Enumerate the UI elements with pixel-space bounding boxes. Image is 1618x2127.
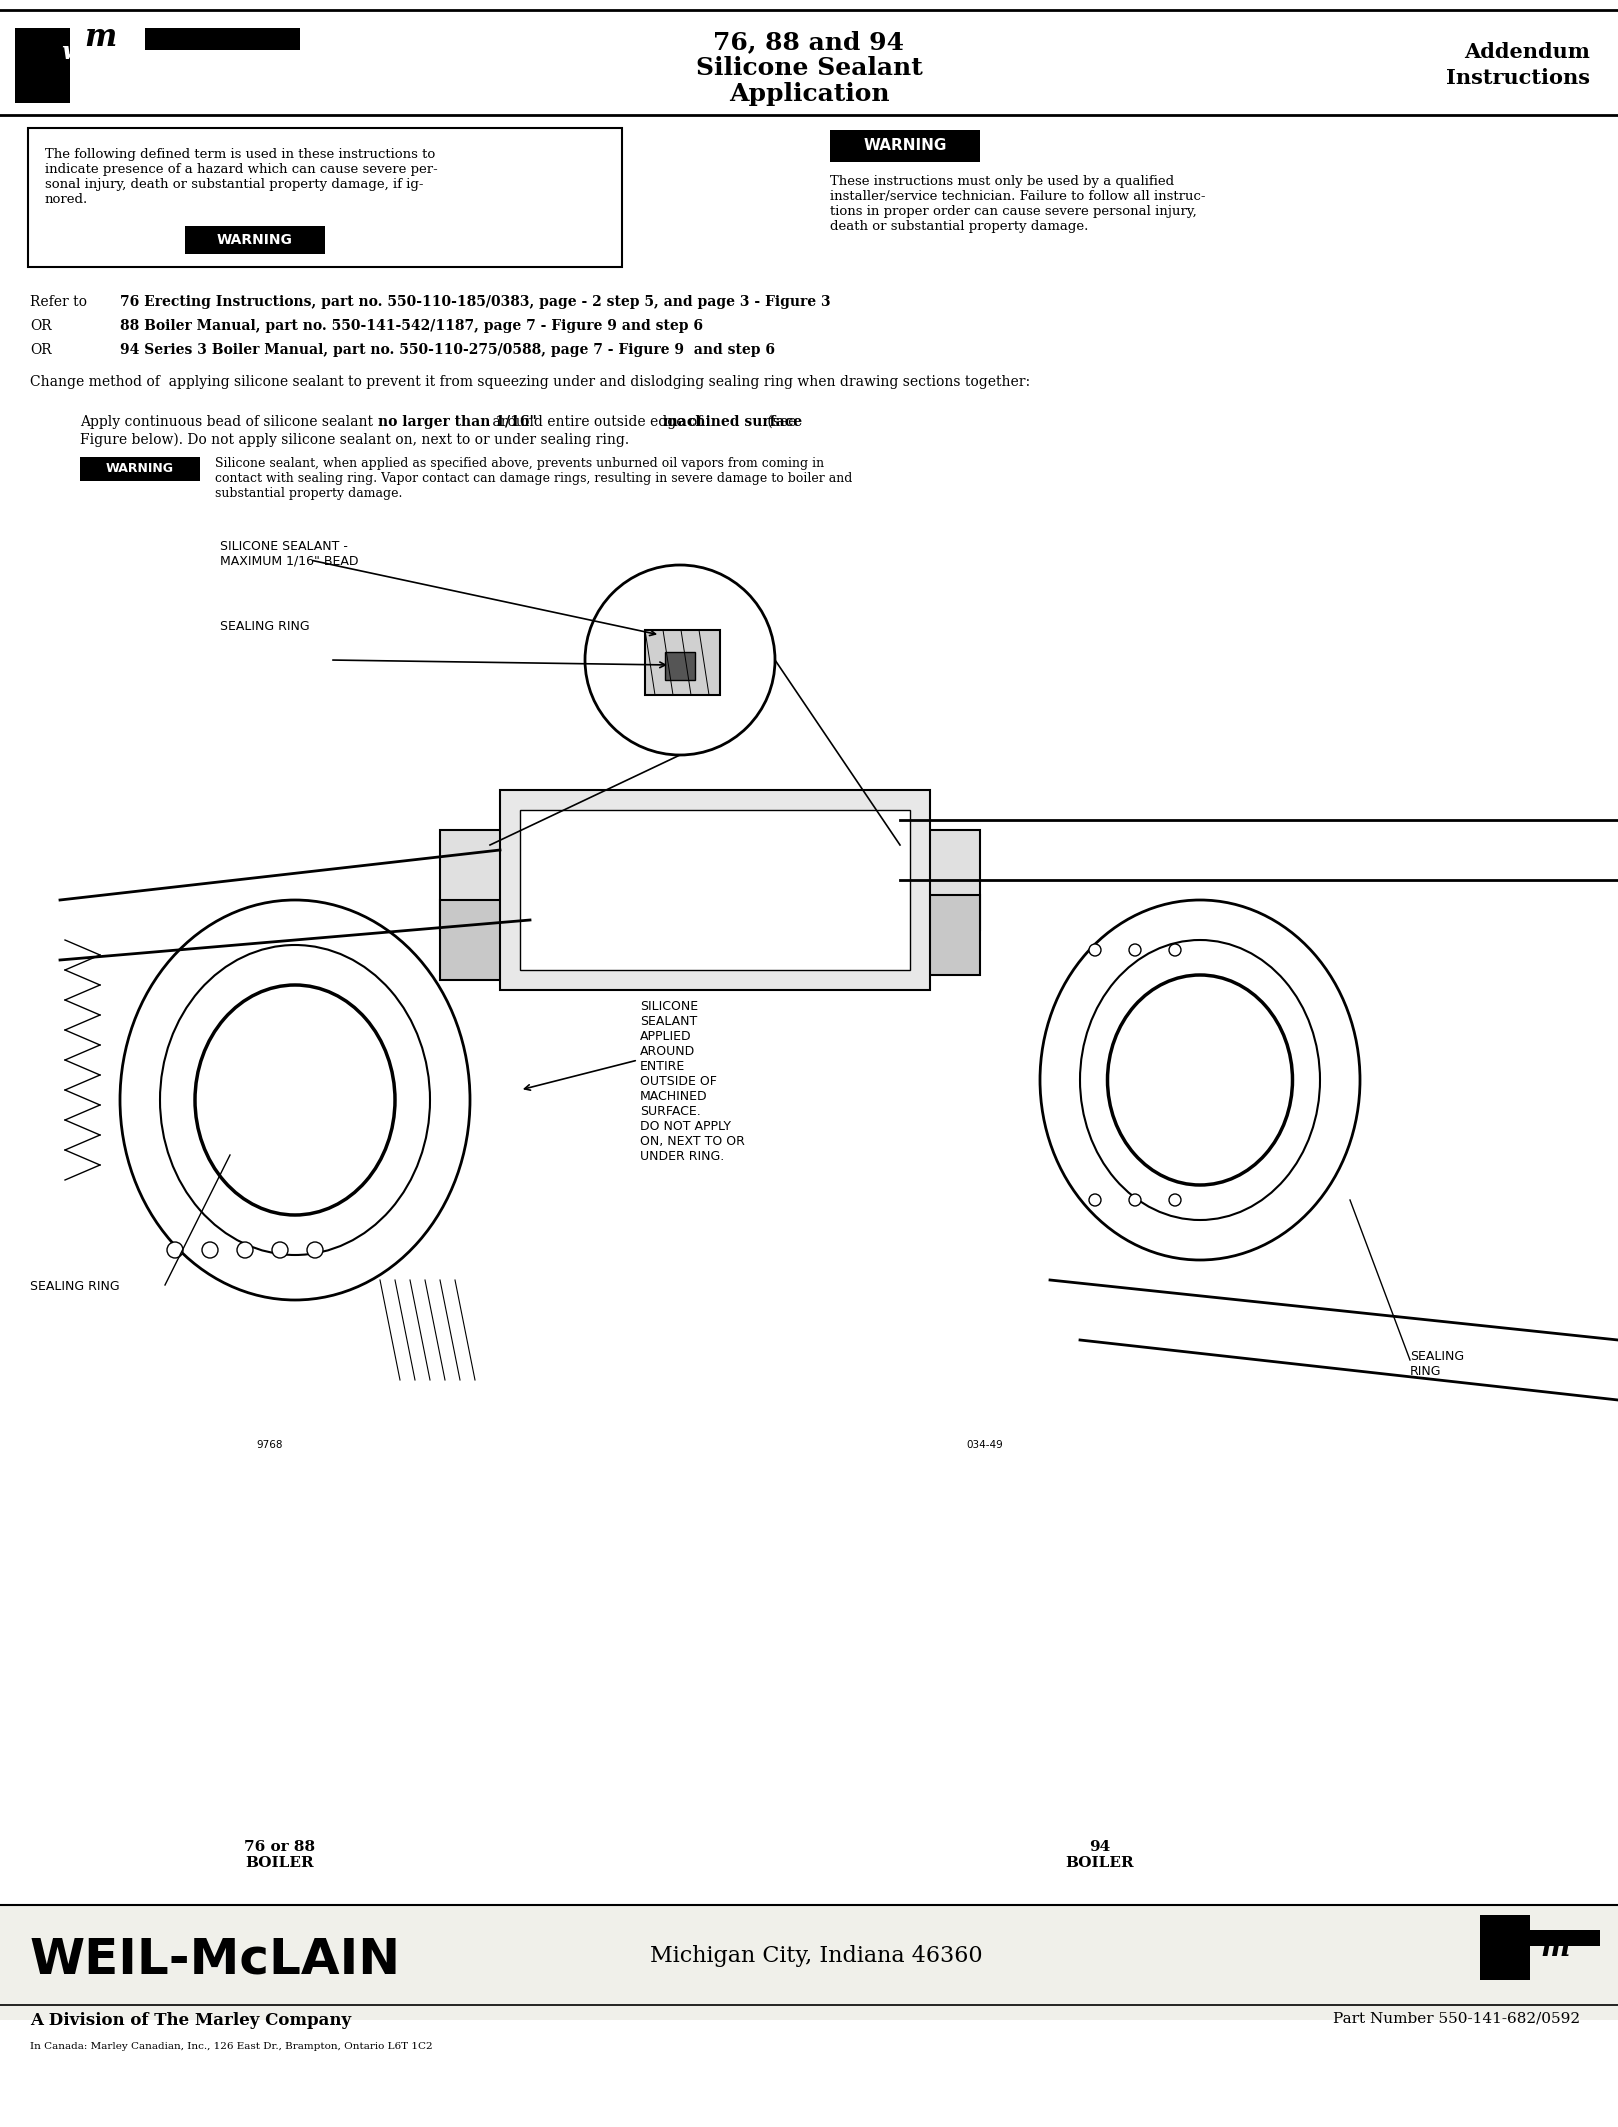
Text: Instructions: Instructions [1446, 68, 1590, 87]
Text: 94
BOILER: 94 BOILER [1066, 1840, 1134, 1870]
Bar [15, 28, 70, 102]
Bar [900, 830, 981, 929]
Circle shape [1129, 1193, 1141, 1206]
Text: SEALING
RING: SEALING RING [1409, 1351, 1464, 1378]
Text: Change method of  applying silicone sealant to prevent it from squeezing under a: Change method of applying silicone seala… [31, 374, 1031, 389]
Text: w: w [61, 40, 83, 64]
Circle shape [167, 1242, 183, 1257]
Circle shape [272, 1242, 288, 1257]
Text: OR: OR [31, 319, 52, 334]
Bar [900, 895, 981, 974]
Text: Silicone Sealant: Silicone Sealant [696, 55, 922, 81]
Text: 76 or 88
BOILER: 76 or 88 BOILER [244, 1840, 316, 1870]
Text: WARNING: WARNING [217, 234, 293, 247]
FancyBboxPatch shape [830, 130, 981, 162]
Bar [1531, 1929, 1600, 1946]
Text: SEALING RING: SEALING RING [31, 1280, 120, 1293]
Text: Silicone sealant, when applied as specified above, prevents unburned oil vapors : Silicone sealant, when applied as specif… [215, 457, 853, 500]
Bar [440, 830, 519, 929]
Text: Apply continuous bead of silicone sealant: Apply continuous bead of silicone sealan… [79, 415, 377, 430]
Text: m: m [84, 23, 116, 53]
Text: Figure below). Do not apply silicone sealant on, next to or under sealing ring.: Figure below). Do not apply silicone sea… [79, 434, 629, 447]
Text: SILICONE
SEALANT
APPLIED
AROUND
ENTIRE
OUTSIDE OF
MACHINED
SURFACE.
DO NOT APPLY: SILICONE SEALANT APPLIED AROUND ENTIRE O… [641, 1000, 744, 1163]
Text: Part Number 550-141-682/0592: Part Number 550-141-682/0592 [1333, 2012, 1581, 2027]
Text: OR: OR [31, 342, 52, 357]
Text: machined surface: machined surface [663, 415, 803, 430]
Text: 76, 88 and 94: 76, 88 and 94 [714, 30, 904, 53]
Text: Michigan City, Indiana 46360: Michigan City, Indiana 46360 [650, 1944, 982, 1967]
Text: WARNING: WARNING [107, 462, 175, 476]
Text: WEIL-McLAIN: WEIL-McLAIN [31, 1936, 401, 1982]
Text: around entire outside edge of: around entire outside edge of [489, 415, 707, 430]
Text: In Canada: Marley Canadian, Inc., 126 East Dr., Brampton, Ontario L6T 1C2: In Canada: Marley Canadian, Inc., 126 Ea… [31, 2042, 432, 2050]
Circle shape [1168, 1193, 1181, 1206]
FancyBboxPatch shape [184, 225, 325, 253]
Text: SILICONE SEALANT -
MAXIMUM 1/16" BEAD: SILICONE SEALANT - MAXIMUM 1/16" BEAD [220, 540, 359, 568]
Text: WARNING: WARNING [864, 138, 947, 153]
Text: 88 Boiler Manual, part no. 550-141-542/1187, page 7 - Figure 9 and step 6: 88 Boiler Manual, part no. 550-141-542/1… [120, 319, 702, 334]
Text: 034-49: 034-49 [966, 1440, 1003, 1451]
Bar [146, 28, 299, 51]
Bar [646, 630, 720, 696]
Bar [519, 810, 909, 970]
Text: (see: (see [764, 415, 796, 430]
FancyBboxPatch shape [79, 457, 201, 481]
Circle shape [236, 1242, 252, 1257]
Bar [0, 1906, 1618, 2021]
Text: Application: Application [728, 83, 890, 106]
Text: These instructions must only be used by a qualified
installer/service technician: These instructions must only be used by … [830, 174, 1205, 234]
Bar [1480, 1914, 1531, 1980]
Circle shape [1168, 944, 1181, 955]
Bar [440, 900, 519, 981]
Bar [500, 789, 930, 989]
Bar [665, 653, 696, 681]
Circle shape [1129, 944, 1141, 955]
Text: 9768: 9768 [257, 1440, 283, 1451]
Text: SEALING RING: SEALING RING [220, 619, 309, 634]
Text: m: m [1540, 1936, 1569, 1961]
Text: 76 Erecting Instructions, part no. 550-110-185/0383, page - 2 step 5, and page 3: 76 Erecting Instructions, part no. 550-1… [120, 296, 830, 308]
Circle shape [202, 1242, 218, 1257]
Text: A Division of The Marley Company: A Division of The Marley Company [31, 2012, 351, 2029]
FancyBboxPatch shape [28, 128, 621, 268]
Circle shape [307, 1242, 324, 1257]
Circle shape [1089, 1193, 1100, 1206]
Text: Addendum: Addendum [1464, 43, 1590, 62]
Circle shape [1089, 944, 1100, 955]
Text: Refer to: Refer to [31, 296, 87, 308]
Text: 94 Series 3 Boiler Manual, part no. 550-110-275/0588, page 7 - Figure 9  and ste: 94 Series 3 Boiler Manual, part no. 550-… [120, 342, 775, 357]
Text: The following defined term is used in these instructions to
indicate presence of: The following defined term is used in th… [45, 149, 438, 206]
Text: no larger than 1/16": no larger than 1/16" [379, 415, 537, 430]
